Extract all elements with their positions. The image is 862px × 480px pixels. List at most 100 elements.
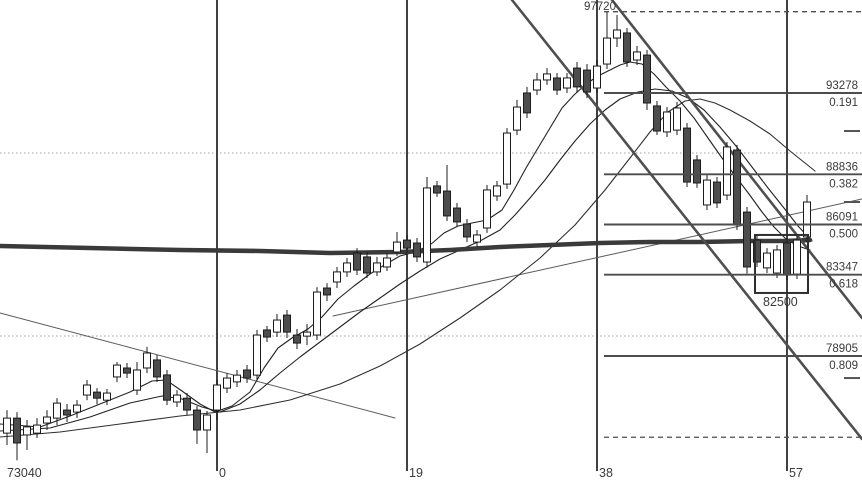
candle — [223, 373, 231, 394]
fib-price-label: 86091 — [826, 212, 858, 224]
candle-body-bear — [713, 181, 721, 204]
moving-average-thick — [0, 237, 813, 256]
candle — [593, 60, 601, 93]
candle-body-bull — [83, 384, 91, 396]
candle — [353, 248, 361, 276]
candle-body-bull — [303, 331, 311, 337]
candle — [3, 410, 11, 446]
candle — [213, 380, 221, 420]
fib-price-label: 83347 — [826, 262, 858, 274]
candle — [233, 369, 241, 388]
candle — [763, 248, 771, 274]
candle — [193, 406, 201, 444]
candle-body-bear — [293, 334, 301, 344]
candle-body-bear — [353, 252, 361, 271]
candle — [623, 27, 631, 67]
candle — [583, 64, 591, 99]
candle-body-bull — [213, 384, 221, 411]
candle — [363, 251, 371, 278]
fib-price-label: 78905 — [826, 343, 858, 355]
candle-body-bull — [383, 257, 391, 268]
candle-body-bull — [373, 262, 381, 273]
candle — [543, 68, 551, 85]
candle — [563, 73, 571, 93]
candle — [323, 283, 331, 302]
candle-body-bear — [433, 185, 441, 194]
x-axis-label: 0 — [219, 466, 226, 480]
candle — [153, 354, 161, 383]
candle-body-bull — [773, 249, 781, 274]
candle — [383, 253, 391, 271]
candle — [293, 329, 301, 349]
ascending-trendline[interactable] — [332, 198, 862, 317]
candle-body-bear — [583, 69, 591, 93]
candle-body-bear — [693, 159, 701, 184]
fib-price-label: 88836 — [826, 161, 858, 173]
candle — [403, 234, 411, 254]
candle-body-bull — [103, 392, 111, 401]
candle-body-bear — [683, 127, 691, 183]
x-axis-label: 38 — [599, 466, 613, 480]
fib-high-price-label: 97720 — [584, 1, 616, 13]
candle-body-bear — [283, 314, 291, 333]
candle-body-bull — [73, 404, 81, 413]
candle-body-bear — [263, 329, 271, 338]
candle-body-bear — [453, 207, 461, 223]
candle — [553, 73, 561, 95]
candle — [483, 184, 491, 233]
candle-body-bull — [503, 132, 511, 185]
fib-ratio-label: 0.382 — [829, 178, 858, 190]
candle — [453, 202, 461, 228]
candle-body-bull — [113, 364, 121, 378]
candle — [243, 365, 251, 383]
candle — [23, 419, 31, 450]
candle-body-bear — [243, 369, 251, 379]
candle-body-bull — [133, 369, 141, 391]
candle — [73, 400, 81, 419]
candle — [113, 361, 121, 383]
candle — [463, 219, 471, 243]
candle — [123, 363, 131, 379]
channel-trendline-lower[interactable] — [510, 0, 862, 441]
candle-body-bear — [13, 417, 21, 444]
candle-body-bear — [183, 397, 191, 411]
candle-body-bear — [363, 256, 371, 274]
candle — [163, 369, 171, 406]
candle-body-bull — [613, 29, 621, 39]
descending-trendline[interactable] — [0, 312, 396, 419]
candle — [183, 393, 191, 416]
rectangle-annotation[interactable] — [754, 233, 809, 294]
candle-body-bear — [653, 105, 661, 132]
candle — [693, 154, 701, 188]
candle — [283, 309, 291, 338]
candle — [343, 258, 351, 278]
candle — [43, 410, 51, 431]
candle — [83, 380, 91, 401]
candle — [13, 412, 21, 461]
x-axis-label: 73040 — [7, 466, 42, 480]
candle — [263, 325, 271, 342]
candle — [713, 176, 721, 209]
candle-body-bear — [783, 242, 791, 276]
candle — [143, 346, 151, 374]
candle-body-bear — [93, 391, 101, 399]
candle — [93, 388, 101, 405]
fib-ratio-label: 0.191 — [829, 97, 858, 109]
candle — [573, 62, 581, 93]
candle-body-bear — [443, 190, 451, 217]
candle — [643, 49, 651, 110]
candle-body-bull — [53, 402, 61, 419]
candle — [33, 418, 41, 439]
candle — [703, 174, 711, 211]
candle — [633, 45, 641, 65]
candle-body-bear — [163, 374, 171, 401]
candle — [303, 324, 311, 346]
rectangle-price-label: 82500 — [763, 295, 798, 309]
candle — [203, 410, 211, 454]
candle — [493, 180, 501, 201]
candle — [63, 404, 71, 422]
candle — [533, 73, 541, 95]
candle-body-bull — [633, 51, 641, 61]
candle-body-bear — [733, 149, 741, 226]
